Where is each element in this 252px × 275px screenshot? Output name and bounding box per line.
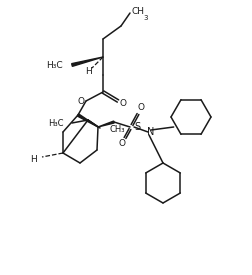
Text: O: O bbox=[119, 100, 127, 109]
Text: H₃C: H₃C bbox=[48, 120, 64, 128]
Text: H: H bbox=[85, 67, 91, 76]
Polygon shape bbox=[98, 121, 114, 127]
Text: O: O bbox=[138, 103, 144, 112]
Text: N: N bbox=[147, 127, 155, 137]
Text: CH: CH bbox=[131, 7, 144, 16]
Polygon shape bbox=[77, 114, 98, 127]
Text: CH₃: CH₃ bbox=[109, 125, 124, 134]
Text: O: O bbox=[78, 97, 84, 106]
Text: 3: 3 bbox=[143, 15, 147, 21]
Polygon shape bbox=[72, 57, 103, 66]
Text: H: H bbox=[30, 155, 37, 164]
Text: S: S bbox=[134, 122, 140, 132]
Text: O: O bbox=[118, 139, 125, 149]
Text: H₃C: H₃C bbox=[46, 60, 63, 70]
